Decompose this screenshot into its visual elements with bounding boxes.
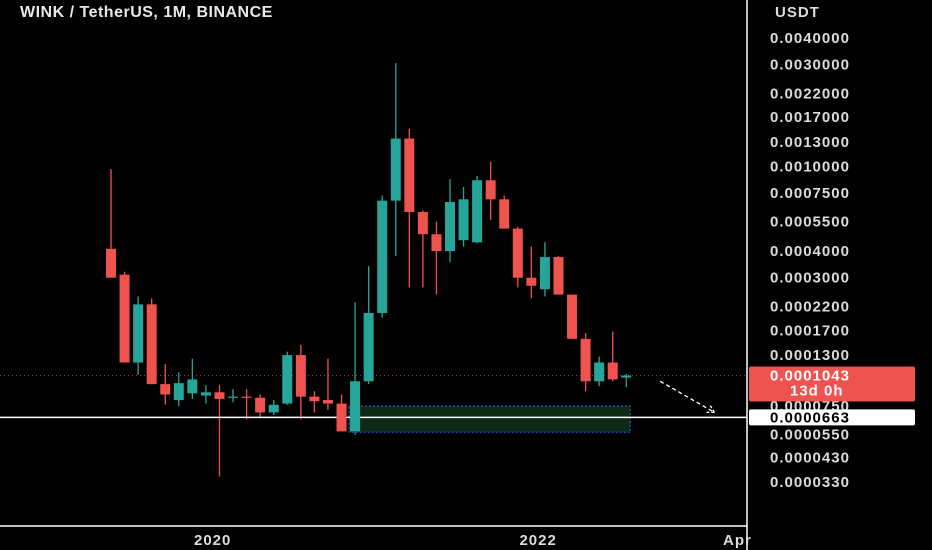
candle[interactable]	[187, 379, 198, 394]
countdown-label: 13d 0h	[790, 382, 844, 399]
price-tick-label: 0.0010000	[770, 158, 850, 175]
candle[interactable]	[282, 355, 293, 404]
projection-layer	[659, 380, 715, 414]
current-price-tag	[749, 366, 915, 402]
candle[interactable]	[146, 304, 157, 385]
horizontal-line-layer	[0, 374, 747, 419]
price-tick-label: 0.0022000	[770, 85, 850, 102]
candle[interactable]	[567, 294, 578, 339]
support-line-tag	[749, 409, 915, 426]
price-tick-label: 0.0030000	[770, 57, 850, 74]
candle[interactable]	[539, 257, 550, 290]
candle[interactable]	[241, 396, 252, 398]
candle[interactable]	[417, 212, 428, 235]
price-axis-unit: USDT	[775, 4, 820, 21]
price-tick-label: 0.0004000	[770, 243, 850, 260]
candle[interactable]	[309, 396, 320, 402]
candle[interactable]	[228, 396, 239, 398]
candle[interactable]	[485, 180, 496, 200]
price-tick-label: 0.0007500	[770, 185, 850, 202]
demand-zone[interactable]	[348, 405, 631, 433]
chart-title: WINK / TetherUS, 1M, BINANCE	[20, 4, 273, 21]
candle[interactable]	[214, 392, 225, 399]
candle[interactable]	[594, 362, 605, 382]
candle-layer	[106, 138, 632, 432]
candle[interactable]	[133, 304, 144, 363]
price-tick-label: 0.0040000	[770, 30, 850, 47]
candle[interactable]	[390, 138, 401, 201]
price-tick-label: 0.0013000	[770, 134, 850, 151]
candle[interactable]	[458, 199, 469, 241]
candle[interactable]	[363, 312, 374, 382]
candle[interactable]	[255, 397, 266, 413]
candle[interactable]	[173, 383, 184, 401]
candle[interactable]	[526, 277, 537, 286]
current-price-label: 0.0001043	[770, 367, 850, 384]
projection-arrowhead	[709, 404, 715, 413]
candle[interactable]	[472, 180, 483, 243]
candle[interactable]	[431, 234, 442, 252]
candle[interactable]	[295, 355, 306, 397]
candle[interactable]	[377, 200, 388, 313]
price-tick-label: 0.0017000	[770, 109, 850, 126]
candle[interactable]	[553, 257, 564, 295]
price-tick-label: 0.0003000	[770, 270, 850, 287]
price-tick-label: 0.0000550	[770, 427, 850, 444]
candle[interactable]	[499, 199, 510, 229]
candle[interactable]	[350, 381, 361, 432]
candle[interactable]	[607, 362, 618, 380]
candle[interactable]	[119, 274, 130, 363]
price-tick-label: 0.0000430	[770, 450, 850, 467]
price-axis[interactable]: USDT 0.0040000 0.0030000 0.0022000 0.0017000…	[746, 0, 850, 550]
support-line-label: 0.0000663	[770, 409, 850, 426]
demand-zone-layer	[348, 405, 631, 433]
candle[interactable]	[445, 201, 455, 252]
price-tick-label: 0.0002200	[770, 298, 850, 315]
price-tick-label: 0.0000330	[770, 474, 850, 491]
candle[interactable]	[512, 228, 523, 278]
candle[interactable]	[106, 248, 116, 278]
time-tick-label: Apr	[723, 532, 752, 549]
candle[interactable]	[621, 375, 632, 378]
candle[interactable]	[268, 404, 279, 413]
price-tick-label: 0.0001700	[770, 322, 850, 339]
time-tick-label: 2022	[519, 532, 556, 549]
price-tick-label: 0.0005500	[770, 214, 850, 231]
time-tick-label: 2020	[194, 532, 231, 549]
time-axis[interactable]: 2020 2022 Apr	[0, 525, 752, 549]
candle[interactable]	[322, 400, 333, 404]
candle[interactable]	[200, 392, 211, 396]
candle[interactable]	[580, 338, 591, 382]
price-tick-label: 0.0001300	[770, 347, 850, 364]
candle[interactable]	[336, 403, 347, 432]
projection-arrow[interactable]	[659, 380, 715, 413]
candle[interactable]	[160, 384, 171, 395]
candle[interactable]	[404, 138, 415, 213]
